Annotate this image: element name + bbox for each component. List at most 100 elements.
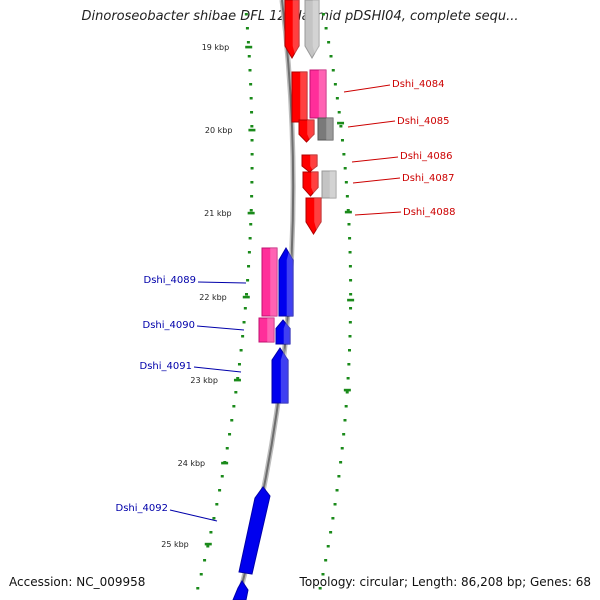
minor-tick: [321, 573, 325, 576]
minor-tick: [244, 13, 248, 16]
gene-arrow[interactable]: [304, 0, 320, 59]
gene-label-dshi-4092[interactable]: Dshi_4092: [116, 503, 168, 514]
minor-tick: [333, 83, 337, 86]
minor-tick: [335, 489, 339, 492]
gene-arrow[interactable]: [275, 319, 291, 345]
gene-arrow[interactable]: [238, 486, 271, 575]
minor-tick: [250, 195, 254, 198]
minor-tick: [349, 293, 353, 296]
minor-tick: [326, 545, 330, 548]
minor-tick: [230, 419, 234, 422]
minor-tick: [324, 27, 328, 30]
minor-tick: [344, 405, 348, 408]
gene-label-dshi-4090[interactable]: Dshi_4090: [143, 320, 195, 331]
major-tick: [245, 45, 253, 49]
major-tick: [247, 211, 255, 215]
minor-tick: [245, 293, 249, 296]
gene-label-dshi-4089[interactable]: Dshi_4089: [144, 275, 196, 286]
minor-tick: [333, 503, 337, 506]
gene-label-dshi-4085[interactable]: Dshi_4085: [397, 116, 449, 127]
minor-tick: [340, 139, 344, 142]
minor-tick: [246, 279, 250, 282]
gene-arrow[interactable]: [284, 0, 300, 59]
gene-label-dshi-4088[interactable]: Dshi_4088: [403, 207, 455, 218]
gene-label-dshi-4087[interactable]: Dshi_4087: [402, 173, 454, 184]
gene-label-dshi-4086[interactable]: Dshi_4086: [400, 151, 452, 162]
minor-tick: [249, 223, 253, 226]
gene-arrow[interactable]: [309, 69, 327, 119]
major-tick: [343, 388, 351, 392]
minor-tick: [342, 153, 346, 156]
gene-arrow[interactable]: [321, 170, 337, 199]
gene-arrow[interactable]: [261, 247, 278, 317]
major-tick: [204, 542, 212, 546]
scale-label: 20 kbp: [205, 126, 233, 135]
gene-arrow[interactable]: [298, 119, 315, 143]
minor-tick: [329, 531, 333, 534]
minor-tick: [348, 349, 351, 352]
gene-leader-line: [169, 509, 218, 522]
minor-tick: [349, 279, 353, 282]
minor-tick: [250, 111, 254, 114]
minor-tick: [203, 559, 207, 562]
minor-tick: [331, 69, 335, 72]
minor-tick: [246, 41, 250, 44]
minor-tick: [249, 83, 253, 86]
minor-tick: [232, 405, 236, 408]
minor-tick: [348, 321, 352, 324]
minor-tick: [250, 181, 254, 184]
major-tick: [347, 298, 355, 302]
minor-tick: [339, 461, 343, 464]
scale-label: 24 kbp: [178, 459, 206, 468]
gene-leader-line: [347, 120, 396, 128]
gene-label-dshi-4091[interactable]: Dshi_4091: [140, 361, 192, 372]
minor-tick: [340, 447, 344, 450]
minor-tick: [220, 475, 224, 478]
gene-arrow[interactable]: [302, 171, 319, 197]
gene-arrow[interactable]: [291, 71, 308, 123]
minor-tick: [329, 55, 333, 58]
minor-tick: [318, 587, 322, 590]
minor-tick: [344, 181, 348, 184]
gene-arrow[interactable]: [317, 117, 334, 141]
major-tick: [233, 378, 241, 382]
gene-arrow[interactable]: [301, 154, 318, 173]
gene-arrow[interactable]: [258, 317, 275, 343]
minor-tick: [228, 433, 232, 436]
minor-tick: [250, 125, 254, 128]
minor-tick: [247, 55, 251, 58]
gene-features: [232, 0, 337, 600]
gene-label-dshi-4084[interactable]: Dshi_4084: [392, 79, 444, 90]
scale-ticks: [196, 13, 355, 590]
minor-tick: [250, 153, 254, 156]
minor-tick: [321, 13, 325, 16]
gene-arrow[interactable]: [278, 247, 294, 317]
minor-tick: [342, 433, 346, 436]
scale-label: 23 kbp: [190, 376, 218, 385]
minor-tick: [209, 531, 213, 534]
minor-tick: [346, 377, 350, 380]
minor-tick: [337, 475, 341, 478]
gene-leader-line: [352, 177, 401, 184]
minor-tick: [243, 307, 247, 310]
minor-tick: [247, 251, 251, 254]
gene-leader-line: [193, 366, 242, 373]
minor-tick: [247, 265, 251, 268]
minor-tick: [345, 391, 349, 394]
minor-tick: [241, 335, 245, 338]
major-tick: [242, 295, 250, 299]
minor-tick: [327, 41, 331, 44]
gene-arrow[interactable]: [271, 347, 289, 404]
minor-tick: [337, 111, 341, 114]
gene-arrow[interactable]: [305, 197, 322, 235]
minor-tick: [331, 517, 335, 520]
minor-tick: [245, 27, 249, 30]
minor-tick: [250, 167, 254, 170]
minor-tick: [348, 251, 352, 254]
minor-tick: [349, 307, 353, 310]
minor-tick: [339, 125, 343, 128]
gene-arrow[interactable]: [232, 580, 249, 600]
minor-tick: [348, 237, 352, 240]
